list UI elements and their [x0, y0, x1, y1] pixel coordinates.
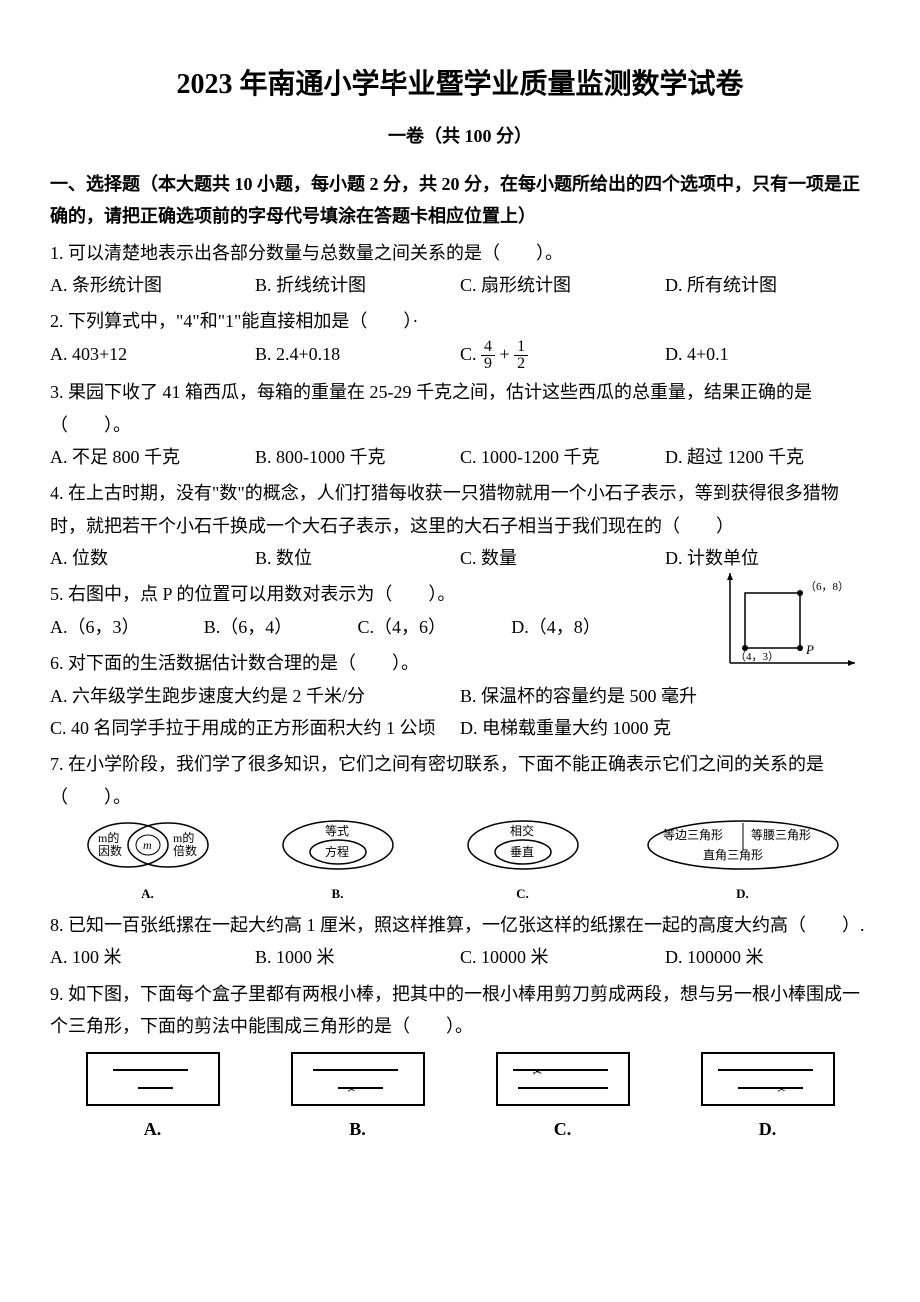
- q1-opt-b: B. 折线统计图: [255, 269, 460, 301]
- section-1-heading: 一、选择题（本大题共 10 小题，每小题 2 分，共 20 分，在每小题所给出的…: [50, 168, 870, 233]
- q2-frac1: 49: [481, 339, 495, 372]
- q6-opt-b: B. 保温杯的容量约是 500 毫升: [460, 680, 870, 712]
- page-subtitle: 一卷（共 100 分）: [50, 120, 870, 152]
- q6-opt-c: C. 40 名同学手拉于用成的正方形面积大约 1 公顷: [50, 712, 460, 744]
- q2-opt-d: D. 4+0.1: [665, 338, 870, 372]
- q3-options: A. 不足 800 千克 B. 800-1000 千克 C. 1000-1200…: [50, 441, 870, 473]
- q5-opt-c: C.（4，6）: [358, 611, 512, 643]
- q7c-out: 相交: [510, 823, 534, 838]
- q6-opt-d: D. 电梯载重量大约 1000 克: [460, 712, 870, 744]
- q7d-label: D.: [643, 882, 843, 905]
- q7-diagrams: m的 因数 m的 倍数 m A. 等式 方程 B. 相交 垂直 C. 等边: [50, 817, 870, 905]
- q7b-label: B.: [273, 882, 403, 905]
- q6-options: A. 六年级学生跑步速度大约是 2 千米/分 B. 保温杯的容量约是 500 毫…: [50, 680, 870, 745]
- q9d-label: D.: [696, 1113, 840, 1145]
- cut-mark-icon: ✂: [778, 1082, 786, 1100]
- q7a-label: A.: [78, 882, 218, 905]
- q2-opt-c: C. 49 + 12: [460, 338, 665, 372]
- cut-mark-icon: ✂: [348, 1082, 356, 1100]
- q9c-label: C.: [491, 1113, 635, 1145]
- q5-figure: （6，8） （4，3） P: [720, 568, 860, 678]
- q7-c: 相交 垂直 C.: [458, 817, 588, 905]
- q7-text: 7. 在小学阶段，我们学了很多知识，它们之间有密切联系，下面不能正确表示它们之间…: [50, 748, 870, 813]
- q2-options: A. 403+12 B. 2.4+0.18 C. 49 + 12 D. 4+0.…: [50, 338, 870, 372]
- q2-opt-b: B. 2.4+0.18: [255, 338, 460, 372]
- q7d-l: 等边三角形: [663, 828, 723, 842]
- cut-mark-icon: ✂: [533, 1062, 543, 1084]
- q9-box-b: ✂ B.: [286, 1047, 430, 1145]
- q2-frac1-num: 4: [481, 339, 495, 356]
- q8-opt-b: B. 1000 米: [255, 941, 460, 973]
- q4-opt-a: A. 位数: [50, 542, 255, 574]
- q3-opt-c: C. 1000-1200 千克: [460, 441, 665, 473]
- q8-text: 8. 已知一百张纸摞在一起大约高 1 厘米，照这样推算，一亿张这样的纸摞在一起的…: [50, 909, 870, 941]
- q7b-in: 方程: [325, 844, 349, 859]
- q1-opt-d: D. 所有统计图: [665, 269, 870, 301]
- q9-box-a: A.: [81, 1047, 225, 1145]
- q3-opt-b: B. 800-1000 千克: [255, 441, 460, 473]
- q8-opt-c: C. 10000 米: [460, 941, 665, 973]
- q2-frac2-num: 1: [514, 339, 528, 356]
- q7a-r1: m的: [173, 830, 194, 845]
- q8-options: A. 100 米 B. 1000 米 C. 10000 米 D. 100000 …: [50, 941, 870, 973]
- q5-wrap: 5. 右图中，点 P 的位置可以用数对表示为（ ）。 A.（6，3） B.（6，…: [50, 578, 870, 679]
- q4-opt-b: B. 数位: [255, 542, 460, 574]
- q7a-l2: 因数: [98, 843, 122, 858]
- q1-text: 1. 可以清楚地表示出各部分数量与总数量之间关系的是（ ）。: [50, 237, 870, 269]
- q5-opt-d: D.（4，8）: [511, 611, 665, 643]
- q4-text: 4. 在上古时期，没有"数"的概念，人们打猎每收获一只猎物就用一个小石子表示，等…: [50, 477, 870, 542]
- q7a-l1: m的: [98, 830, 119, 845]
- q3-opt-a: A. 不足 800 千克: [50, 441, 255, 473]
- q3-text: 3. 果园下收了 41 箱西瓜，每箱的重量在 25-29 千克之间，估计这些西瓜…: [50, 376, 870, 441]
- q1-options: A. 条形统计图 B. 折线统计图 C. 扇形统计图 D. 所有统计图: [50, 269, 870, 301]
- q6-text: 6. 对下面的生活数据估计数合理的是（ ）。: [50, 647, 665, 679]
- q7b-out: 等式: [325, 824, 349, 838]
- q2-frac2: 12: [514, 339, 528, 372]
- q9b-label: B.: [286, 1113, 430, 1145]
- q1-opt-c: C. 扇形统计图: [460, 269, 665, 301]
- q5-label-tr: （6，8）: [805, 580, 849, 593]
- q9-box-d: ✂ D.: [696, 1047, 840, 1145]
- q5-label-bl: （4，3）: [735, 650, 779, 663]
- q7d-b: 直角三角形: [703, 848, 763, 862]
- q7-a: m的 因数 m的 倍数 m A.: [78, 817, 218, 905]
- q5-options: A.（6，3） B.（6，4） C.（4，6） D.（4，8）: [50, 611, 665, 643]
- q7c-in: 垂直: [510, 845, 534, 859]
- q5-opt-a: A.（6，3）: [50, 611, 204, 643]
- q9-boxes: A. ✂ B. ✂ C. ✂ D.: [50, 1047, 870, 1145]
- q5-opt-b: B.（6，4）: [204, 611, 358, 643]
- q9-box-c: ✂ C.: [491, 1047, 635, 1145]
- q8-opt-a: A. 100 米: [50, 941, 255, 973]
- q7d-r: 等腰三角形: [751, 828, 811, 842]
- q7-d: 等边三角形 等腰三角形 直角三角形 D.: [643, 817, 843, 905]
- q1-opt-a: A. 条形统计图: [50, 269, 255, 301]
- q3-opt-d: D. 超过 1200 千克: [665, 441, 870, 473]
- q2-text: 2. 下列算式中，"4"和"1"能直接相加是（ ）·: [50, 305, 870, 337]
- q2-frac1-den: 9: [481, 356, 495, 372]
- q8-opt-d: D. 100000 米: [665, 941, 870, 973]
- q6-opt-a: A. 六年级学生跑步速度大约是 2 千米/分: [50, 680, 460, 712]
- q2-plus: +: [495, 344, 514, 364]
- q9a-label: A.: [81, 1113, 225, 1145]
- q2-c-prefix: C.: [460, 344, 481, 364]
- page-title: 2023 年南通小学毕业暨学业质量监测数学试卷: [50, 60, 870, 110]
- q7a-m: m: [143, 838, 152, 852]
- q2-opt-a: A. 403+12: [50, 338, 255, 372]
- q7a-r2: 倍数: [173, 843, 197, 858]
- q2-frac2-den: 2: [514, 356, 528, 372]
- q5-label-p: P: [805, 642, 814, 657]
- q4-opt-c: C. 数量: [460, 542, 665, 574]
- q7-b: 等式 方程 B.: [273, 817, 403, 905]
- q7c-label: C.: [458, 882, 588, 905]
- q9-text: 9. 如下图，下面每个盒子里都有两根小棒，把其中的一根小棒用剪刀剪成两段，想与另…: [50, 978, 870, 1043]
